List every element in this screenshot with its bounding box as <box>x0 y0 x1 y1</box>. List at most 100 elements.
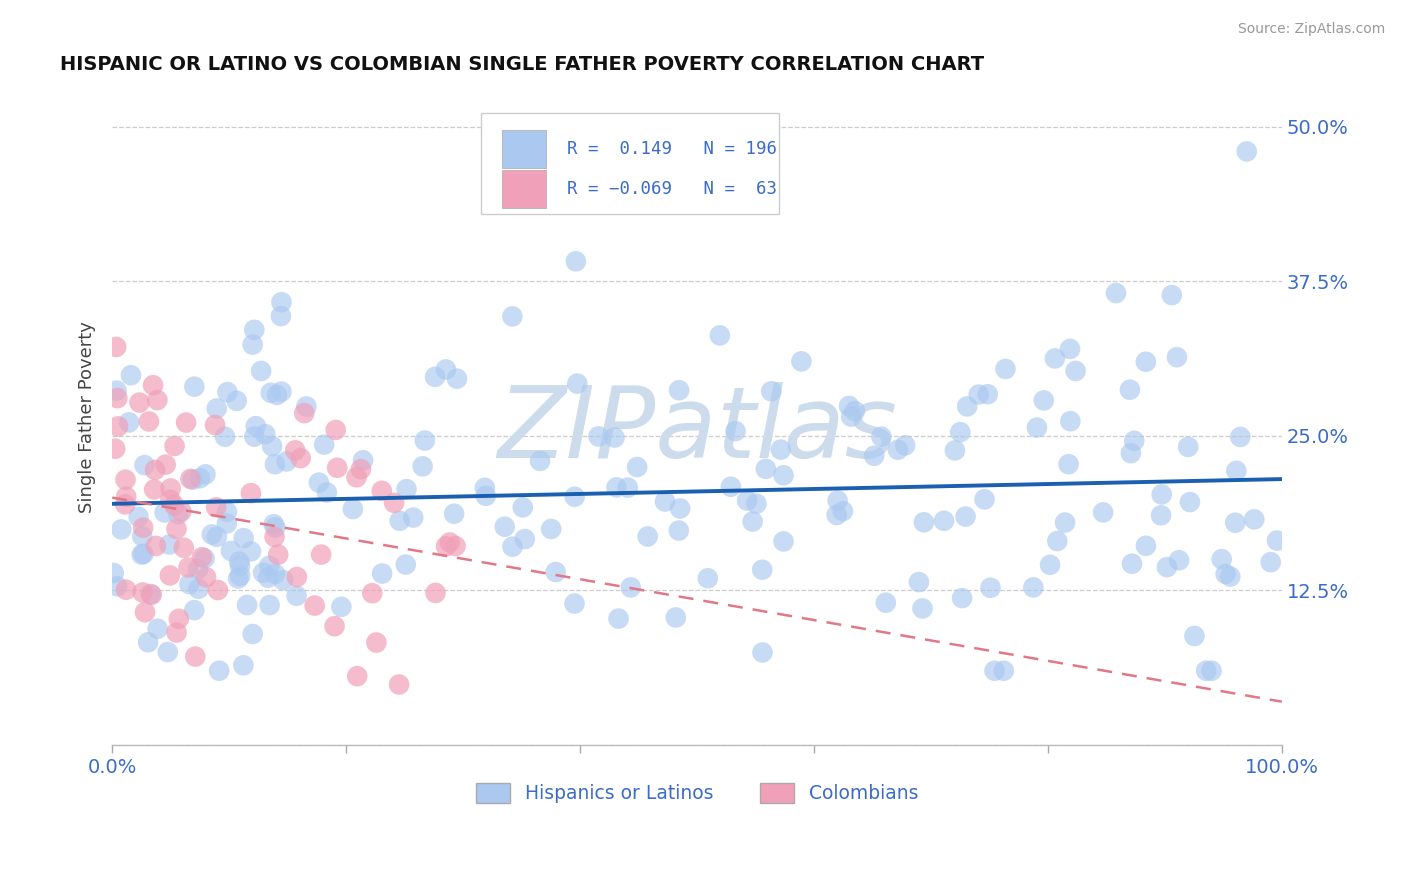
Point <box>270 295 292 310</box>
Point <box>242 337 264 351</box>
Point <box>166 522 188 536</box>
Point <box>183 379 205 393</box>
Bar <box>502 169 546 208</box>
Point <box>790 354 813 368</box>
Point <box>285 589 308 603</box>
Point <box>1057 457 1080 471</box>
Point <box>1059 342 1081 356</box>
Point <box>105 384 128 398</box>
Point <box>696 571 718 585</box>
Point <box>446 372 468 386</box>
Point <box>1184 629 1206 643</box>
Point <box>262 439 284 453</box>
Point <box>136 635 159 649</box>
Point <box>232 658 254 673</box>
Point <box>423 369 446 384</box>
Point <box>1265 533 1288 548</box>
Point <box>1150 508 1173 523</box>
Point <box>325 423 347 437</box>
Point <box>912 516 935 530</box>
Point <box>1225 464 1247 478</box>
Point <box>544 565 567 579</box>
Point <box>132 521 155 535</box>
Point <box>163 439 186 453</box>
Point <box>908 575 931 590</box>
Point <box>159 568 181 582</box>
Point <box>1059 414 1081 428</box>
Point <box>1211 552 1233 566</box>
Point <box>105 391 128 405</box>
Point <box>761 384 783 399</box>
Point <box>979 581 1001 595</box>
Point <box>225 393 247 408</box>
Point <box>669 501 692 516</box>
Point <box>118 416 141 430</box>
Point <box>741 515 763 529</box>
Point <box>107 419 129 434</box>
Point <box>156 645 179 659</box>
Point <box>167 612 190 626</box>
Point <box>402 510 425 524</box>
Point <box>395 558 418 572</box>
Point <box>131 548 153 562</box>
Point <box>308 475 330 490</box>
Point <box>254 427 277 442</box>
Point <box>735 493 758 508</box>
Point <box>371 566 394 581</box>
Point <box>1046 534 1069 549</box>
Point <box>564 490 586 504</box>
Point <box>588 429 610 443</box>
Point <box>342 502 364 516</box>
Point <box>875 596 897 610</box>
Point <box>973 492 995 507</box>
Point <box>911 601 934 615</box>
Point <box>103 566 125 580</box>
Point <box>184 649 207 664</box>
Point <box>155 458 177 472</box>
Point <box>159 482 181 496</box>
Point <box>772 468 794 483</box>
Point <box>104 442 127 456</box>
Point <box>205 530 228 544</box>
Point <box>943 443 966 458</box>
Point <box>668 524 690 538</box>
Point <box>290 451 312 466</box>
Point <box>259 558 281 573</box>
Point <box>769 442 792 457</box>
Point <box>245 419 267 434</box>
Point <box>326 460 349 475</box>
Point <box>187 582 209 596</box>
Point <box>214 430 236 444</box>
Bar <box>481 112 779 214</box>
Point <box>932 514 955 528</box>
Point <box>1119 446 1142 460</box>
Point <box>260 385 283 400</box>
Point <box>252 566 274 580</box>
Point <box>134 605 156 619</box>
Point <box>191 550 214 565</box>
Point <box>567 376 589 391</box>
Point <box>1123 434 1146 448</box>
Text: ZIPatlas: ZIPatlas <box>498 382 897 479</box>
Point <box>350 462 373 476</box>
Point <box>607 611 630 625</box>
Point <box>259 598 281 612</box>
Point <box>529 454 551 468</box>
Point <box>114 497 136 511</box>
Point <box>1177 440 1199 454</box>
Point <box>413 434 436 448</box>
Point <box>193 551 215 566</box>
Point <box>153 506 176 520</box>
Point <box>564 597 586 611</box>
Point <box>309 548 332 562</box>
Point <box>181 473 204 487</box>
Point <box>143 483 166 497</box>
Point <box>955 509 977 524</box>
Point <box>295 400 318 414</box>
Point <box>994 362 1017 376</box>
Point <box>120 368 142 383</box>
Point <box>236 598 259 612</box>
Point <box>330 599 353 614</box>
Point <box>217 385 239 400</box>
Point <box>114 473 136 487</box>
